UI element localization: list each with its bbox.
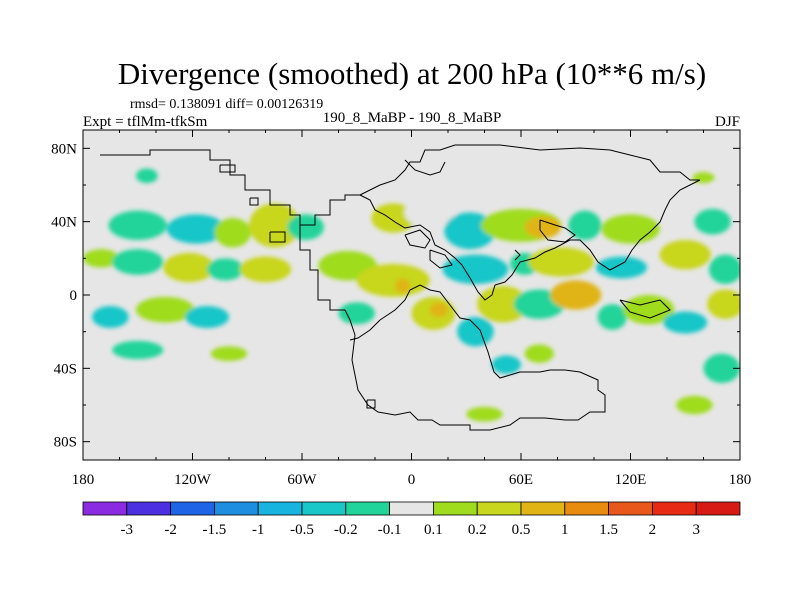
- colorbar-label: 0.2: [468, 522, 487, 538]
- colorbar-swatch: [301, 501, 347, 516]
- y-tick-label: 40S: [54, 361, 77, 377]
- colorbar-label: 1.5: [599, 522, 618, 538]
- colorbar-label: -0.1: [378, 522, 402, 538]
- divergence-anomaly: [707, 289, 740, 319]
- divergence-anomaly: [239, 256, 292, 283]
- divergence-anomaly: [163, 252, 215, 283]
- x-tick-label: 60W: [287, 472, 317, 488]
- divergence-field: [83, 168, 740, 422]
- colorbar-swatch: [82, 501, 128, 516]
- colorbar-label: 2: [649, 522, 657, 538]
- colorbar-label: -0.2: [334, 522, 358, 538]
- colorbar: -3 -2 -1.5 -1 -0.5 -0.2 -0.1 0.1 0.2 0.5 1 1.5 2 3: [82, 501, 741, 538]
- divergence-anomaly: [703, 353, 740, 384]
- divergence-anomaly: [550, 280, 602, 310]
- divergence-anomaly: [524, 344, 554, 363]
- x-axis: 180 120W 60W 0 60E 120E 180: [72, 130, 752, 488]
- divergence-anomaly: [135, 168, 158, 184]
- divergence-anomaly: [595, 256, 647, 279]
- divergence-anomaly: [442, 254, 509, 284]
- divergence-anomaly: [92, 306, 129, 328]
- plot-background: [83, 130, 740, 460]
- colorbar-swatch: [695, 501, 741, 516]
- divergence-anomaly: [694, 208, 731, 235]
- divergence-anomaly: [692, 172, 715, 184]
- stats-line: rmsd= 0.138091 diff= 0.00126319: [130, 97, 323, 112]
- colorbar-label: -1: [252, 522, 265, 538]
- colorbar-label: -0.5: [290, 522, 314, 538]
- divergence-anomaly: [601, 214, 660, 244]
- x-tick-label: 180: [729, 472, 752, 488]
- colorbar-label: -3: [121, 522, 134, 538]
- divergence-anomaly: [166, 214, 226, 244]
- divergence-anomaly: [524, 216, 562, 239]
- divergence-anomaly: [108, 210, 167, 240]
- y-tick-label: 40N: [51, 215, 77, 231]
- colorbar-label: 0.5: [512, 522, 531, 538]
- y-tick-label: 80S: [54, 435, 77, 451]
- divergence-anomaly: [568, 210, 602, 240]
- divergence-anomaly: [356, 263, 430, 297]
- x-tick-label: 120E: [615, 472, 647, 488]
- colorbar-swatch: [126, 501, 172, 516]
- colorbar-swatch: [170, 501, 215, 516]
- divergence-anomaly: [491, 355, 521, 374]
- x-tick-label: 120W: [174, 472, 212, 488]
- colorbar-swatch: [608, 501, 653, 516]
- divergence-anomaly: [112, 249, 164, 275]
- x-tick-label: 60E: [509, 472, 533, 488]
- divergence-anomaly: [214, 218, 251, 248]
- divergence-anomaly: [457, 317, 494, 347]
- colorbar-label: 1: [561, 522, 569, 538]
- colorbar-swatch: [257, 501, 303, 516]
- chart-title: Divergence (smoothed) at 200 hPa (10**6 …: [118, 56, 706, 91]
- divergence-anomaly: [112, 340, 164, 360]
- divergence-anomaly: [429, 302, 448, 317]
- divergence-anomaly: [287, 214, 324, 241]
- y-tick-label: 0: [70, 288, 78, 304]
- divergence-anomaly: [528, 247, 595, 277]
- divergence-anomaly: [371, 203, 416, 233]
- divergence-anomaly: [623, 295, 675, 325]
- colorbar-swatch: [345, 501, 390, 516]
- divergence-anomaly: [676, 395, 713, 415]
- coastlines: [100, 144, 701, 431]
- divergence-anomaly: [708, 254, 740, 284]
- divergence-anomaly: [185, 306, 230, 328]
- center-label: 190_8_MaBP - 190_8_MaBP: [323, 110, 502, 126]
- colorbar-swatch: [564, 501, 609, 516]
- divergence-anomaly: [466, 406, 503, 422]
- x-tick-label: 0: [408, 472, 416, 488]
- colorbar-label: 3: [692, 522, 700, 538]
- left-label: Expt = tflMm-tfkSm: [83, 114, 208, 130]
- right-label: DJF: [715, 114, 740, 130]
- divergence-anomaly: [249, 203, 301, 248]
- divergence-anomaly: [477, 285, 529, 323]
- y-tick-label: 80N: [51, 141, 77, 157]
- divergence-anomaly: [395, 278, 410, 294]
- colorbar-label: -2: [164, 522, 177, 538]
- divergence-anomaly: [338, 302, 375, 325]
- divergence-anomaly: [210, 346, 248, 361]
- y-axis: 80N 40N 0 40S 80S: [51, 141, 740, 451]
- divergence-anomaly: [663, 311, 708, 334]
- colorbar-swatch: [520, 501, 566, 516]
- divergence-anomaly: [404, 197, 456, 228]
- colorbar-swatch: [652, 501, 697, 516]
- divergence-anomaly: [597, 304, 627, 330]
- colorbar-label: 0.1: [424, 522, 443, 538]
- divergence-anomaly: [135, 296, 195, 323]
- x-tick-label: 180: [72, 472, 95, 488]
- divergence-anomaly: [83, 249, 120, 268]
- colorbar-swatch: [432, 501, 478, 516]
- colorbar-label: -1.5: [203, 522, 227, 538]
- colorbar-swatch: [213, 501, 259, 516]
- colorbar-swatch: [389, 501, 434, 516]
- divergence-anomaly: [207, 258, 244, 281]
- colorbar-swatch: [476, 501, 522, 516]
- divergence-anomaly: [659, 240, 711, 270]
